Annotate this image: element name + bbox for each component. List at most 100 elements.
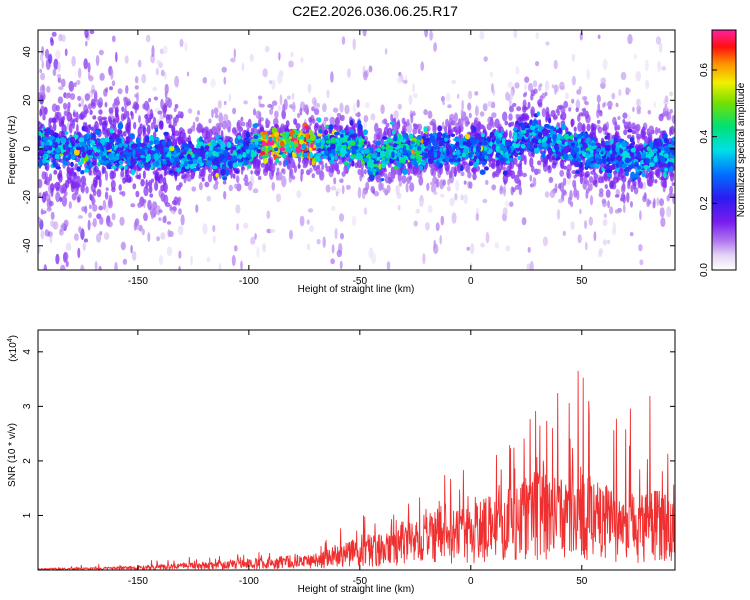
heatmap-cell [88, 124, 92, 129]
heatmap-cell [429, 121, 435, 126]
heatmap-cell [437, 125, 443, 132]
heatmap-cell [584, 241, 588, 251]
heatmap-cell [277, 105, 281, 112]
heatmap-cell [396, 192, 402, 199]
heatmap-cell [659, 198, 664, 207]
heatmap-cell [210, 78, 216, 88]
heatmap-cell [61, 222, 65, 232]
heatmap-cell [313, 123, 319, 132]
heatmap-cell [479, 111, 485, 117]
heatmap-cell [92, 218, 97, 228]
heatmap-cell [104, 101, 108, 108]
heatmap-cell [568, 107, 572, 112]
heatmap-cell [334, 154, 338, 161]
heatmap-cell [88, 204, 92, 209]
heatmap-cell [269, 228, 276, 233]
heatmap-cell [55, 50, 61, 60]
heatmap-cell [240, 116, 244, 122]
heatmap-cell [402, 79, 408, 84]
heatmap-cell [427, 110, 433, 119]
heatmap-cell [460, 171, 465, 177]
heatmap-cell [505, 140, 511, 147]
heatmap-cell [268, 136, 273, 142]
heatmap-cell [548, 176, 554, 183]
heatmap-cell [579, 173, 584, 185]
heatmap-cell [288, 136, 293, 140]
heatmap-cell [44, 229, 50, 237]
heatmap-cell [190, 153, 195, 158]
heatmap-cell [60, 264, 66, 270]
heatmap-cell [50, 220, 55, 228]
heatmap-cell [247, 180, 253, 191]
heatmap-cell [72, 172, 78, 181]
heatmap-cell [231, 127, 237, 134]
heatmap-cell [271, 79, 276, 90]
heatmap-cell [331, 205, 336, 212]
heatmap-cell [571, 75, 577, 86]
heatmap-cell [582, 180, 588, 190]
heatmap-cell [468, 161, 474, 167]
heatmap-cell [560, 114, 563, 120]
heatmap-cell [508, 113, 513, 121]
heatmap-cell [160, 98, 164, 110]
heatmap-cell [66, 166, 71, 174]
heatmap-cell [639, 182, 644, 190]
heatmap-cell [611, 144, 616, 152]
heatmap-cell [196, 123, 202, 134]
heatmap-cell [121, 106, 125, 112]
heatmap-cell [634, 174, 640, 178]
heatmap-cell [547, 165, 551, 170]
heatmap-cell [491, 158, 496, 168]
heatmap-cell [247, 164, 252, 169]
heatmap-cell [156, 60, 162, 65]
heatmap-cell [126, 174, 132, 183]
heatmap-cell [329, 116, 336, 126]
heatmap-cell [136, 224, 140, 231]
heatmap-cell [39, 84, 46, 96]
heatmap-cell [466, 246, 470, 251]
heatmap-cell [593, 231, 597, 242]
heatmap-cell [450, 166, 456, 174]
heatmap-cell [51, 103, 58, 112]
heatmap-cell [253, 108, 256, 116]
heatmap-cell [180, 214, 185, 226]
heatmap-cell [626, 192, 630, 203]
heatmap-cell [362, 129, 368, 136]
heatmap-cell [325, 124, 329, 129]
heatmap-cell [654, 168, 660, 177]
heatmap-cell [273, 117, 279, 126]
heatmap-cell [431, 184, 436, 193]
heatmap-cell [623, 121, 630, 129]
heatmap-cell [447, 121, 452, 128]
heatmap-cell [531, 138, 538, 144]
heatmap-cell [40, 208, 44, 215]
heatmap-cell [503, 131, 508, 138]
heatmap-cell [441, 121, 445, 130]
heatmap-cell [241, 62, 245, 72]
heatmap-cell [565, 127, 569, 132]
heatmap-cell [141, 199, 147, 204]
heatmap-cell [661, 66, 666, 71]
heatmap-cell [213, 183, 219, 190]
heatmap-cell [460, 109, 464, 117]
heatmap-cell [386, 184, 391, 194]
heatmap-cell [440, 193, 445, 198]
heatmap-cell [654, 141, 660, 148]
heatmap-cell [513, 30, 518, 39]
heatmap-cell [326, 89, 330, 99]
heatmap-cell [92, 198, 96, 204]
heatmap-cell [339, 260, 343, 270]
spectrogram-heatmap [38, 30, 675, 270]
heatmap-cell [363, 115, 369, 123]
heatmap-cell [454, 193, 458, 201]
heatmap-cell [119, 191, 124, 195]
heatmap-cell [88, 212, 92, 219]
heatmap-cell [510, 88, 514, 100]
heatmap-cell [212, 235, 216, 244]
heatmap-cell [602, 58, 608, 71]
heatmap-cell [602, 239, 608, 246]
heatmap-cell [408, 94, 413, 105]
heatmap-cell [424, 130, 428, 135]
heatmap-cell [152, 201, 158, 210]
heatmap-cell [117, 131, 121, 139]
